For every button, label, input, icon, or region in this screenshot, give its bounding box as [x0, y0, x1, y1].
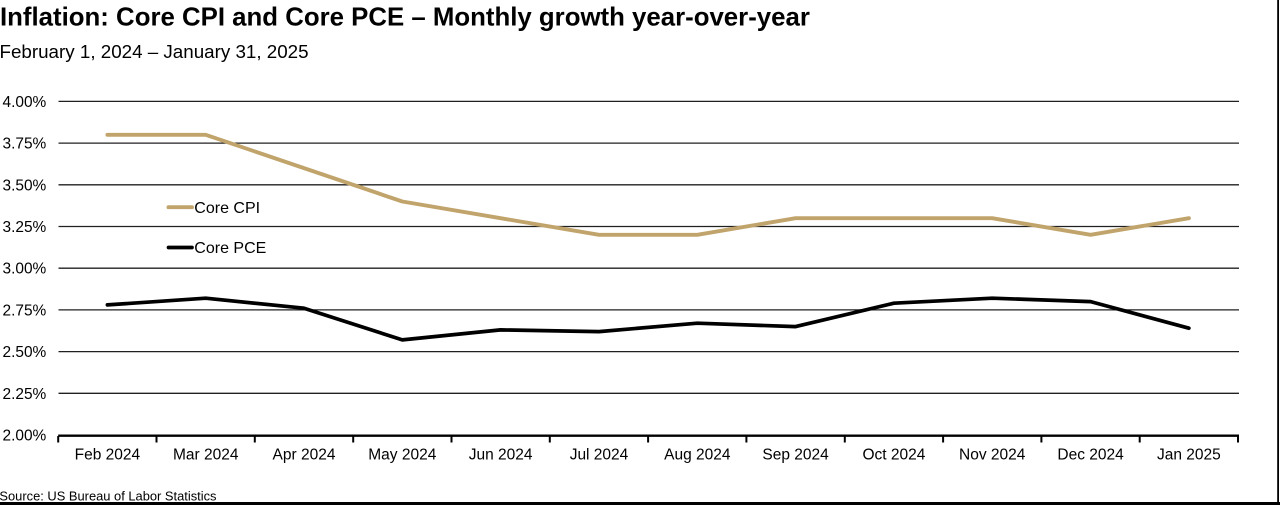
svg-text:Mar 2024: Mar 2024 — [173, 447, 239, 464]
svg-text:4.00%: 4.00% — [3, 94, 47, 111]
svg-text:May 2024: May 2024 — [368, 447, 436, 464]
svg-text:Source: US Bureau of Labor Sta: Source: US Bureau of Labor Statistics — [0, 488, 217, 503]
svg-text:3.75%: 3.75% — [3, 136, 47, 153]
svg-text:February 1, 2024 – January 31,: February 1, 2024 – January 31, 2025 — [0, 41, 309, 62]
svg-text:3.00%: 3.00% — [3, 261, 47, 278]
svg-text:Core CPI: Core CPI — [194, 200, 260, 217]
svg-text:Jul 2024: Jul 2024 — [570, 447, 629, 464]
svg-text:Inflation: Core CPI and Core P: Inflation: Core CPI and Core PCE – Month… — [0, 4, 810, 32]
svg-text:3.50%: 3.50% — [3, 177, 47, 194]
svg-text:Nov 2024: Nov 2024 — [959, 447, 1026, 464]
svg-text:3.25%: 3.25% — [3, 219, 47, 236]
svg-text:2.75%: 2.75% — [3, 302, 47, 319]
svg-text:Oct 2024: Oct 2024 — [862, 447, 925, 464]
svg-text:Aug 2024: Aug 2024 — [664, 447, 731, 464]
svg-text:Feb 2024: Feb 2024 — [75, 447, 141, 464]
svg-text:2.00%: 2.00% — [3, 428, 47, 445]
svg-text:Sep 2024: Sep 2024 — [762, 447, 829, 464]
svg-text:Apr 2024: Apr 2024 — [273, 447, 336, 464]
svg-text:2.50%: 2.50% — [3, 344, 47, 361]
svg-text:Jun 2024: Jun 2024 — [469, 447, 533, 464]
svg-text:Dec 2024: Dec 2024 — [1057, 447, 1124, 464]
svg-text:Jan 2025: Jan 2025 — [1157, 447, 1221, 464]
svg-text:Core PCE: Core PCE — [194, 240, 266, 257]
svg-text:2.25%: 2.25% — [3, 386, 47, 403]
